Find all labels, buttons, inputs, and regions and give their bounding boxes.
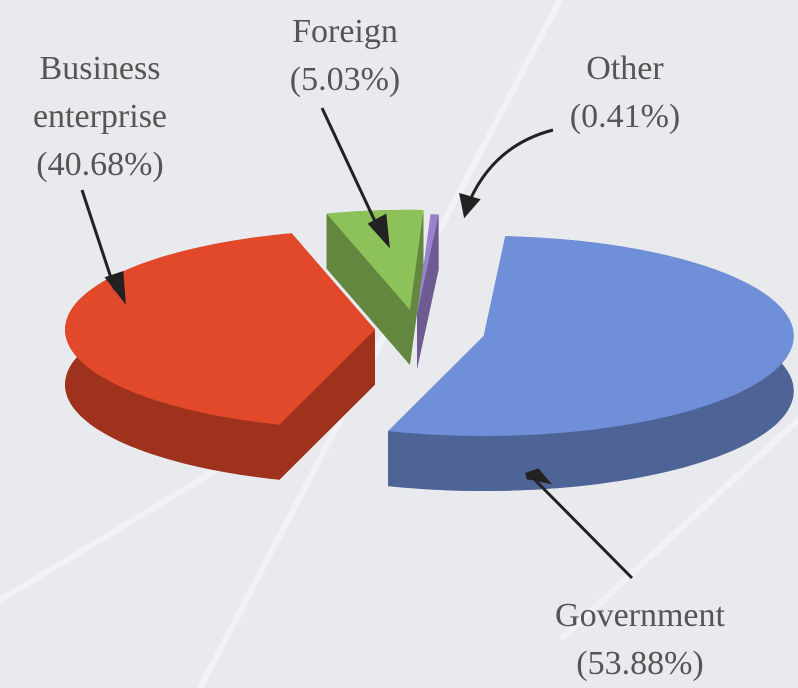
pie (65, 209, 794, 491)
slice-side (409, 210, 424, 365)
label-value: (5.03%) (289, 61, 401, 98)
label-other: Other (0.41%) (545, 45, 705, 141)
label-value: (53.88%) (576, 645, 704, 682)
label-government: Government (53.88%) (520, 592, 760, 688)
label-name: Business enterprise (32, 50, 168, 135)
slice (326, 209, 424, 310)
slice (417, 214, 439, 315)
label-name: Foreign (292, 13, 398, 50)
label-business: Business enterprise (40.68%) (10, 45, 190, 189)
slice-side (417, 214, 439, 370)
label-name: Other (586, 50, 664, 87)
label-name: Government (555, 597, 725, 634)
label-value: (0.41%) (569, 98, 681, 135)
slice (65, 233, 375, 425)
label-foreign: Foreign (5.03%) (255, 8, 435, 104)
slice (388, 236, 794, 436)
label-value: (40.68%) (36, 146, 164, 183)
slice-side (279, 329, 375, 480)
slice-side (326, 213, 410, 365)
arrows (80, 107, 634, 580)
